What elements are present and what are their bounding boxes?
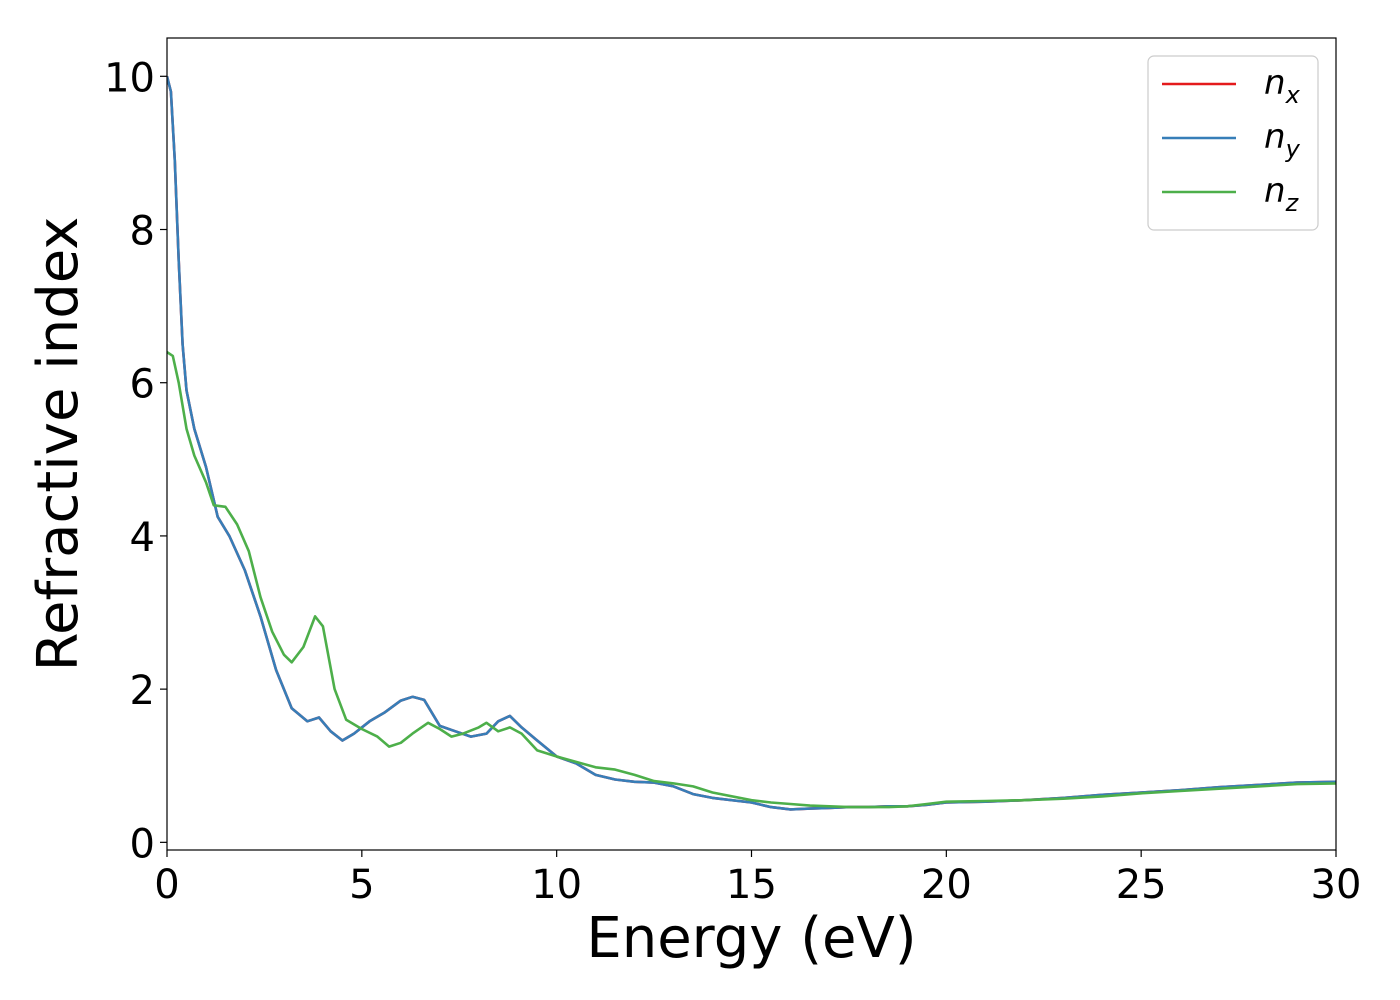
x-axis-title: Energy (eV) xyxy=(586,906,916,971)
legend-label-subscript: y xyxy=(1285,135,1301,163)
y-axis-ticks: 0 2 4 6 8 10 xyxy=(104,55,167,867)
x-tick-label: 0 xyxy=(154,862,179,908)
x-tick-label: 5 xyxy=(349,862,374,908)
x-tick-label: 30 xyxy=(1311,862,1362,908)
legend-box xyxy=(1147,55,1319,231)
legend-label-subscript: x xyxy=(1285,81,1301,109)
x-axis-ticks: 0 5 10 15 20 25 30 xyxy=(154,850,1361,908)
y-tick-label: 2 xyxy=(130,668,155,714)
x-tick-label: 10 xyxy=(531,862,582,908)
legend-label-nx: nx xyxy=(1264,63,1301,109)
y-tick-label: 6 xyxy=(130,362,155,408)
legend-label-subscript: z xyxy=(1285,189,1300,217)
legend-label-nz: nz xyxy=(1264,171,1300,217)
y-tick-label: 10 xyxy=(104,55,155,101)
legend-label-base: n xyxy=(1264,117,1286,157)
legend-label-ny: ny xyxy=(1264,117,1301,163)
y-tick-label: 8 xyxy=(130,209,155,255)
series-layer xyxy=(167,75,1336,811)
x-tick-label: 20 xyxy=(921,862,972,908)
y-axis-title: Refractive index xyxy=(26,217,91,672)
y-tick-label: 0 xyxy=(130,821,155,867)
legend-label-base: n xyxy=(1264,171,1286,211)
legend-label-base: n xyxy=(1264,63,1286,103)
series-line-nz xyxy=(167,351,1336,809)
x-tick-label: 15 xyxy=(726,862,777,908)
x-tick-label: 25 xyxy=(1116,862,1167,908)
y-tick-label: 4 xyxy=(130,515,155,561)
